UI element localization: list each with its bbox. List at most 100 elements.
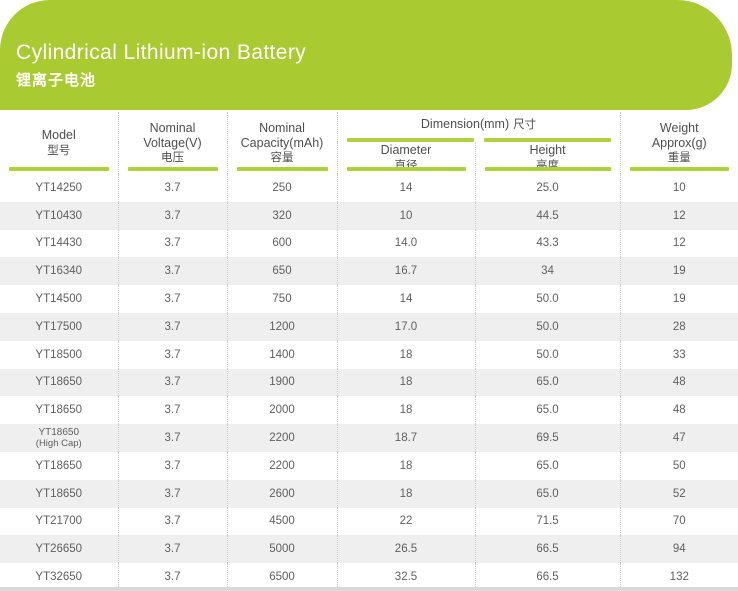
header-underline	[127, 167, 218, 171]
col-header-weight-zh: 重量	[667, 152, 691, 165]
cell-voltage: 3.7	[118, 535, 228, 564]
header-underline	[346, 167, 466, 171]
table-row: YT10430 3.7 320 10 44.5 12	[0, 201, 738, 230]
cell-voltage: 3.7	[118, 479, 228, 508]
cell-model: YT32650	[0, 563, 119, 591]
cell-height: 25.0	[475, 174, 621, 202]
cell-model: YT18500	[0, 340, 119, 369]
header-underline	[483, 138, 611, 142]
cell-model: YT18650	[0, 451, 119, 480]
table-row: YT18500 3.7 1400 18 50.0 33	[0, 340, 738, 369]
col-header-weight-en1: Weight	[659, 120, 699, 135]
cell-capacity: 2000	[227, 396, 338, 425]
col-header-voltage: Nominal Voltage(V) 电压	[118, 112, 228, 174]
col-header-height: Height 高度	[475, 142, 621, 174]
cell-diameter: 18.7	[337, 424, 476, 452]
cell-voltage: 3.7	[118, 396, 228, 425]
table-header: Model 型号 Nominal Voltage(V) 电压 Nominal C…	[0, 112, 738, 174]
cell-voltage: 3.7	[118, 174, 228, 202]
cell-weight: 50	[672, 459, 686, 472]
col-header-voltage-zh: 电压	[161, 152, 184, 165]
table-row: YT18650 3.7 2000 18 65.0 48	[0, 396, 738, 425]
col-header-dimension-label: Dimension(mm) 尺寸	[338, 117, 620, 132]
cell-height: 50.0	[475, 340, 621, 369]
cell-voltage: 3.7	[118, 340, 228, 369]
cell-model: YT14250	[0, 174, 119, 202]
col-header-voltage-en1: Nominal	[149, 120, 196, 135]
cell-diameter: 10	[337, 201, 476, 230]
cell-capacity: 320	[227, 201, 338, 230]
cell-voltage: 3.7	[118, 229, 228, 258]
cell-weight: 94	[672, 543, 686, 556]
cell-diameter: 16.7	[337, 257, 476, 286]
cell-model: YT14430	[0, 229, 119, 258]
cell-weight: 19	[672, 265, 686, 278]
table-row: YT18650 3.7 2600 18 65.0 52	[0, 479, 738, 508]
header-underline	[9, 167, 109, 171]
cell-voltage: 3.7	[118, 507, 228, 536]
cell-model: YT21700	[0, 507, 119, 536]
table-row: YT17500 3.7 1200 17.0 50.0 28	[0, 312, 738, 341]
cell-height: 44.5	[475, 201, 621, 230]
cell-model: YT14500	[0, 285, 119, 313]
cell-height: 65.0	[475, 396, 621, 425]
cell-model: YT26650	[0, 535, 119, 564]
col-header-weight: Weight Approx(g) 重量	[620, 112, 738, 174]
cell-voltage: 3.7	[118, 368, 228, 397]
cell-weight: 52	[672, 487, 686, 500]
battery-table-body: YT14250 3.7 250 14 25.0 10 YT10430 3.7 320 10 44.5…	[0, 174, 738, 591]
cell-height: 50.0	[475, 285, 621, 313]
cell-capacity: 1400	[227, 340, 338, 369]
cell-height: 65.0	[475, 451, 621, 480]
col-header-model-en: Model	[41, 128, 76, 143]
battery-spec-table: Model 型号 Nominal Voltage(V) 电压 Nominal C…	[0, 112, 738, 591]
cell-model: YT18650	[0, 368, 119, 397]
cell-voltage: 3.7	[118, 201, 228, 230]
header-banner: Cylindrical Lithium-ion Battery 锂离子电池	[0, 0, 732, 110]
cell-weight: 48	[672, 404, 686, 417]
header-underline	[629, 167, 730, 171]
cell-capacity: 1900	[227, 368, 338, 397]
cell-model: YT16340	[0, 257, 119, 286]
bottom-divider	[0, 587, 738, 591]
col-header-weight-en2: Approx(g)	[651, 135, 707, 150]
cell-weight: 70	[672, 515, 686, 528]
cell-capacity: 650	[227, 257, 338, 286]
col-header-capacity-en1: Nominal	[259, 120, 305, 135]
cell-capacity: 750	[227, 285, 338, 313]
table-row: YT21700 3.7 4500 22 71.5 70	[0, 507, 738, 536]
col-header-dimension-en: Dimension(mm)	[420, 117, 510, 131]
cell-height: 34	[475, 257, 621, 286]
cell-diameter: 18	[337, 368, 476, 397]
cell-weight: 28	[672, 320, 686, 333]
header-underline	[346, 138, 474, 142]
cell-model: YT18650 (High Cap)	[0, 424, 119, 452]
cell-height: 69.5	[475, 424, 621, 452]
cell-diameter: 18	[337, 451, 476, 480]
table-row: YT14500 3.7 750 14 50.0 19	[0, 285, 738, 313]
table-row: YT32650 3.7 6500 32.5 66.5 132	[0, 563, 738, 591]
col-header-capacity-en2: Capacity(mAh)	[240, 135, 324, 150]
page-subtitle: 锂离子电池	[16, 72, 97, 90]
cell-capacity: 5000	[227, 535, 338, 564]
cell-diameter: 22	[337, 507, 476, 536]
col-header-dimension-zh: 尺寸	[513, 119, 537, 131]
cell-height: 65.0	[475, 479, 621, 508]
page-title: Cylindrical Lithium-ion Battery	[16, 41, 307, 64]
cell-weight: 33	[672, 348, 686, 361]
cell-capacity: 2200	[227, 424, 338, 452]
col-header-capacity: Nominal Capacity(mAh) 容量	[227, 112, 338, 174]
cell-capacity: 4500	[227, 507, 338, 536]
cell-voltage: 3.7	[118, 563, 228, 591]
col-header-capacity-zh: 容量	[270, 152, 294, 165]
col-header-dimension-group: Dimension(mm) 尺寸	[337, 112, 621, 142]
col-header-voltage-en2: Voltage(V)	[143, 135, 202, 150]
cell-weight: 12	[672, 237, 686, 250]
col-header-model-zh: 型号	[47, 144, 71, 157]
table-row: YT16340 3.7 650 16.7 34 19	[0, 257, 738, 286]
cell-diameter: 32.5	[337, 563, 476, 591]
cell-capacity: 2600	[227, 479, 338, 508]
cell-voltage: 3.7	[118, 451, 228, 480]
cell-weight: 47	[672, 432, 686, 445]
cell-weight: 10	[672, 181, 686, 194]
